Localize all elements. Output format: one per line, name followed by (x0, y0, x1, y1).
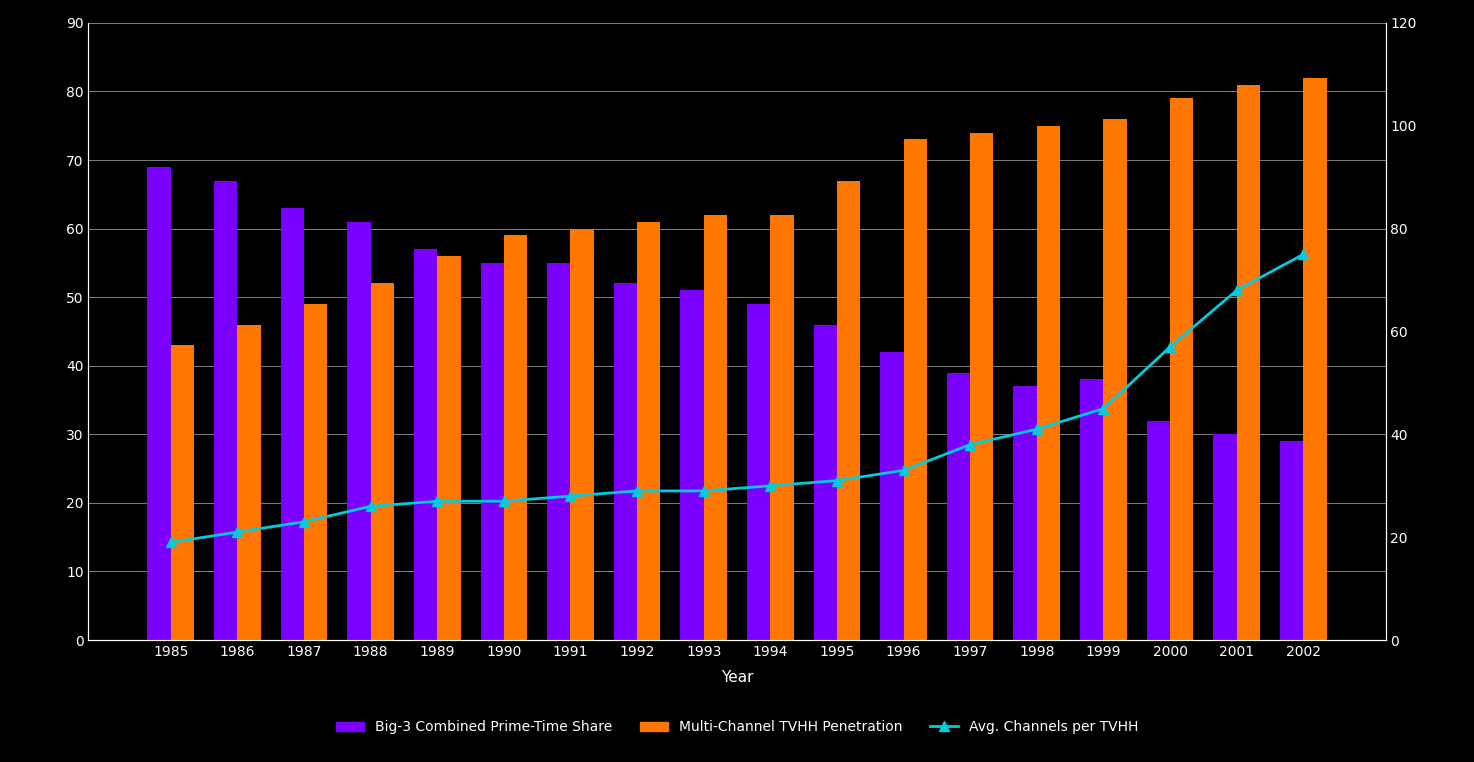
Bar (348, 222, 370, 640)
Bar (1303, 78, 1327, 640)
Bar (970, 133, 993, 640)
Bar (814, 325, 837, 640)
Bar (547, 263, 570, 640)
Bar (703, 215, 727, 640)
Bar (147, 167, 171, 640)
Bar (946, 373, 970, 640)
Bar (171, 345, 195, 640)
Bar (1237, 85, 1260, 640)
Bar (681, 290, 703, 640)
Bar (214, 181, 237, 640)
Bar (280, 208, 304, 640)
Bar (771, 215, 793, 640)
Bar (1104, 119, 1126, 640)
X-axis label: Year: Year (721, 670, 753, 685)
Bar (481, 263, 504, 640)
Bar (1036, 126, 1060, 640)
Bar (1147, 421, 1170, 640)
Bar (438, 256, 460, 640)
Bar (370, 283, 394, 640)
Bar (1279, 441, 1303, 640)
Bar (570, 229, 594, 640)
Legend: Big-3 Combined Prime-Time Share, Multi-Channel TVHH Penetration, Avg. Channels p: Big-3 Combined Prime-Time Share, Multi-C… (330, 715, 1144, 740)
Bar (304, 304, 327, 640)
Bar (1014, 386, 1036, 640)
Bar (237, 325, 261, 640)
Bar (1080, 379, 1104, 640)
Bar (613, 283, 637, 640)
Bar (637, 222, 660, 640)
Bar (414, 249, 438, 640)
Bar (504, 235, 528, 640)
Bar (904, 139, 927, 640)
Bar (747, 304, 771, 640)
Bar (1213, 434, 1237, 640)
Bar (1170, 98, 1194, 640)
Bar (880, 352, 904, 640)
Bar (837, 181, 861, 640)
